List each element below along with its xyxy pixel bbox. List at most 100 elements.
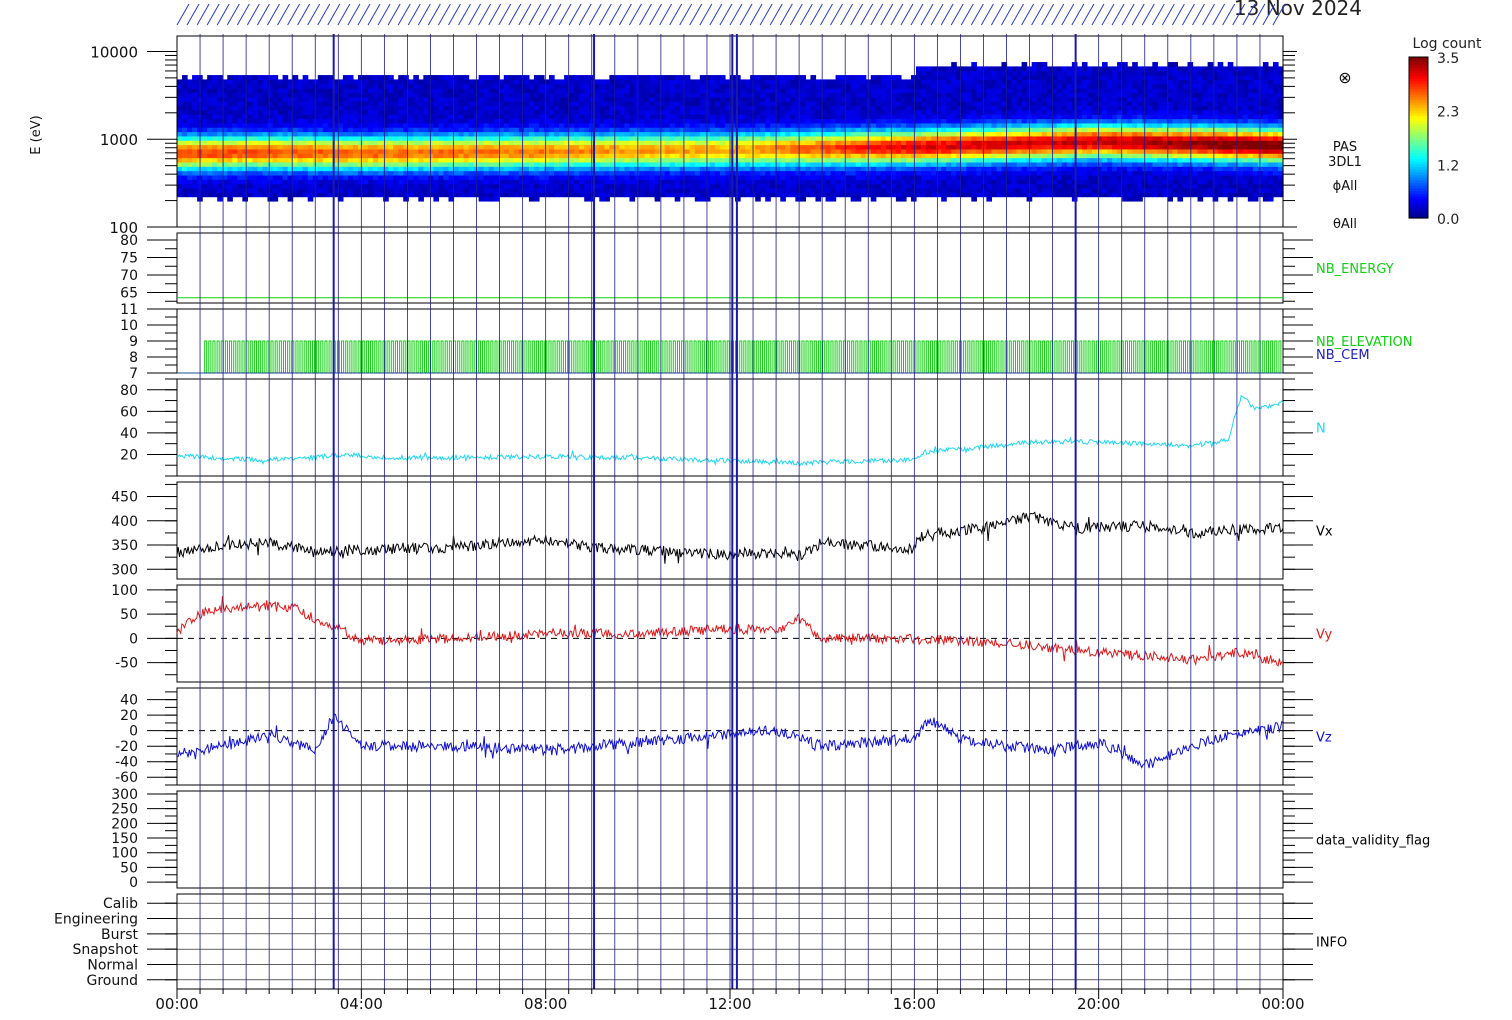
spectrogram-cell [232, 174, 238, 180]
spectrogram-cell [855, 140, 862, 146]
spectrogram-cell [1041, 157, 1048, 163]
spectrogram-cell [609, 96, 615, 102]
spectrogram-cell [217, 96, 223, 102]
spectrogram-cell [850, 131, 857, 137]
spectrogram-cell [619, 75, 626, 81]
spectrogram-cell [785, 174, 791, 180]
spectrogram-cell [1046, 88, 1053, 94]
spectrogram-cell [398, 135, 404, 141]
spectrogram-cell [403, 148, 409, 154]
spectrogram-cell [760, 92, 766, 98]
spectrogram-cell [785, 118, 791, 124]
spectrogram-cell [719, 183, 726, 189]
spectrogram-cell [247, 101, 254, 107]
spectrogram-cell [443, 79, 450, 85]
spectrogram-cell [709, 79, 716, 85]
spectrogram-cell [996, 183, 1003, 189]
spectrogram-cell [971, 70, 977, 76]
spectrogram-cell [1051, 174, 1058, 180]
spectrogram-cell [373, 153, 379, 159]
spectrogram-cell [373, 135, 379, 141]
spectrogram-cell [775, 144, 781, 150]
spectrogram-cell [830, 196, 837, 202]
spectrogram-cell [574, 105, 580, 111]
spectrogram-cell [463, 109, 470, 115]
spectrogram-cell [815, 153, 822, 159]
spectrogram-cell [805, 118, 812, 124]
spectrogram-cell [503, 122, 510, 128]
spectrogram-cell [322, 174, 329, 180]
spectrogram-cell [222, 83, 228, 89]
spectrogram-cell [830, 109, 837, 115]
spectrogram-cell [549, 192, 555, 198]
spectrogram-cell [443, 166, 450, 172]
spectrogram-cell [478, 109, 485, 115]
spectrogram-cell [559, 122, 565, 128]
spectrogram-cell [1006, 92, 1013, 98]
spectrogram-cell [1031, 83, 1038, 89]
spectrogram-cell [463, 192, 470, 198]
spectrogram-cell [227, 122, 233, 128]
spectrogram-cell [941, 114, 947, 120]
spectrogram-cell [357, 83, 364, 89]
spectrogram-cell [498, 170, 505, 176]
spectrogram-cell [428, 183, 434, 189]
spectrogram-cell [619, 166, 626, 172]
spectrogram-cell [237, 79, 243, 85]
spectrogram-cell [931, 66, 937, 72]
spectrogram-cell [584, 122, 590, 128]
spectrogram-cell [785, 140, 791, 146]
spectrogram-cell [840, 153, 847, 159]
spectrogram-cell [543, 166, 550, 172]
spectrogram-cell [1006, 148, 1013, 154]
spectrogram-cell [644, 105, 651, 111]
spectrogram-cell [478, 183, 485, 189]
spectrogram-cell [543, 88, 550, 94]
spectrogram-cell [654, 96, 661, 102]
spectrogram-cell [664, 174, 671, 180]
spectrogram-cell [870, 148, 877, 154]
spectrogram-cell [684, 122, 691, 128]
spectrogram-cell [905, 166, 912, 172]
spectrogram-cell [1021, 101, 1028, 107]
spectrogram-cell [579, 127, 585, 133]
spectrogram-cell [910, 140, 917, 146]
spectrogram-cell [287, 92, 294, 98]
spectrogram-cell [368, 114, 374, 120]
spectrogram-cell [659, 140, 666, 146]
spectrogram-cell [599, 109, 605, 115]
spectrogram-cell [342, 79, 349, 85]
spectrogram-cell [895, 96, 902, 102]
spectrogram-cell [1056, 131, 1063, 137]
spectrogram-cell [297, 183, 304, 189]
spectrogram-cell [272, 101, 279, 107]
spectrogram-cell [518, 157, 525, 163]
spectrogram-cell [629, 105, 636, 111]
spectrogram-cell [885, 174, 892, 180]
spectrogram-cell [528, 140, 535, 146]
spectrogram-cell [619, 127, 626, 133]
spectrogram-cell [780, 105, 786, 111]
spectrogram-cell [232, 75, 238, 81]
spectrogram-cell [554, 122, 560, 128]
spectrogram-cell [317, 170, 324, 176]
spectrogram-cell [207, 135, 213, 141]
spectrogram-cell [599, 135, 605, 141]
spectrogram-cell [217, 118, 223, 124]
spectrogram-cell [931, 140, 937, 146]
spectrogram-cell [619, 144, 626, 150]
spectrogram-cell [931, 187, 937, 193]
spectrogram-cell [699, 101, 706, 107]
spectrogram-cell [272, 161, 279, 167]
spectrogram-cell [342, 135, 349, 141]
spectrogram-cell [533, 88, 540, 94]
spectrogram-cell [523, 166, 530, 172]
spectrogram-cell [679, 187, 686, 193]
spectrogram-cell [709, 153, 716, 159]
spectrogram-cell [428, 114, 434, 120]
spectrogram-cell [448, 161, 455, 167]
spectrogram-cell [1001, 174, 1008, 180]
spectrogram-cell [599, 179, 605, 185]
spectrogram-cell [302, 131, 309, 137]
spectrogram-cell [946, 179, 952, 185]
